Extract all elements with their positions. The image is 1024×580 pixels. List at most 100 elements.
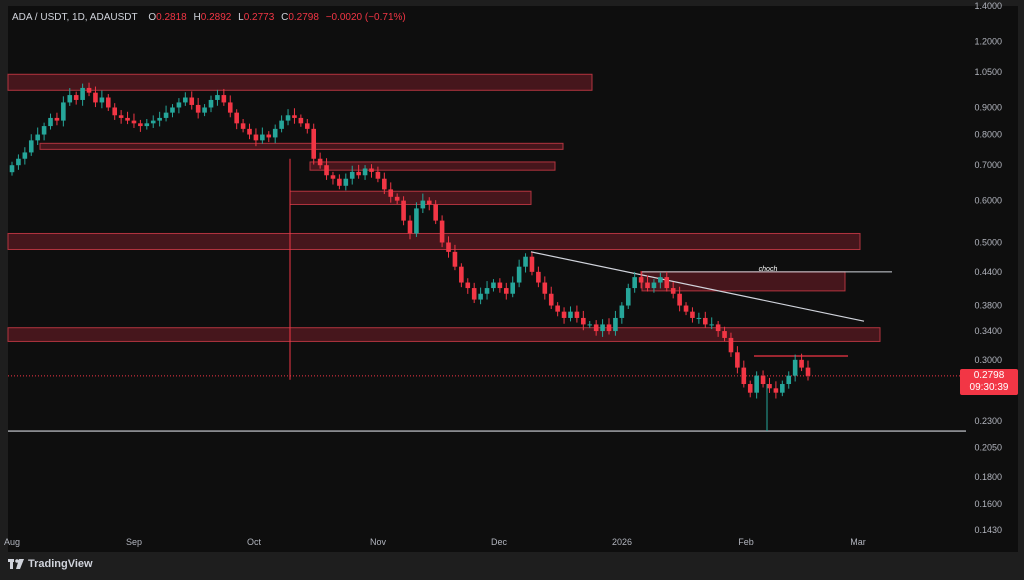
candle-body[interactable]: [799, 359, 804, 368]
candle-body[interactable]: [555, 305, 560, 312]
candle-body[interactable]: [163, 112, 169, 118]
candle-body[interactable]: [581, 317, 586, 325]
candle-body[interactable]: [568, 311, 573, 318]
candle-body[interactable]: [285, 115, 291, 121]
candle-body[interactable]: [99, 97, 105, 103]
supply-zone[interactable]: [289, 190, 532, 205]
candle-body[interactable]: [722, 331, 727, 338]
candle-body[interactable]: [144, 123, 150, 127]
candle-body[interactable]: [105, 97, 111, 108]
candle-body[interactable]: [112, 107, 118, 116]
candle-body[interactable]: [510, 282, 516, 294]
candle-body[interactable]: [414, 208, 419, 234]
candle-body[interactable]: [600, 324, 605, 332]
price-axis[interactable]: [966, 6, 1018, 530]
candle-body[interactable]: [227, 102, 233, 113]
candle-body[interactable]: [645, 282, 650, 289]
candle-body[interactable]: [48, 117, 53, 127]
candle-body[interactable]: [735, 352, 740, 368]
candle-body[interactable]: [497, 282, 503, 289]
candle-body[interactable]: [459, 266, 464, 283]
candle-body[interactable]: [401, 200, 406, 221]
candle-body[interactable]: [35, 134, 40, 141]
candle-body[interactable]: [189, 97, 195, 105]
candle-body[interactable]: [536, 271, 541, 283]
candle-body[interactable]: [93, 92, 98, 103]
candle-body[interactable]: [170, 107, 175, 113]
candle-body[interactable]: [382, 178, 387, 190]
candle-body[interactable]: [317, 158, 323, 166]
candle-body[interactable]: [792, 359, 798, 376]
candle-body[interactable]: [677, 293, 682, 306]
candle-body[interactable]: [638, 277, 644, 283]
candle-body[interactable]: [478, 293, 483, 300]
candle-body[interactable]: [632, 277, 637, 289]
candle-body[interactable]: [349, 171, 355, 179]
candle-body[interactable]: [805, 367, 811, 376]
candle-body[interactable]: [754, 375, 759, 393]
candle-body[interactable]: [272, 128, 278, 138]
candle-body[interactable]: [709, 324, 715, 326]
candle-body[interactable]: [54, 117, 60, 121]
candle-body[interactable]: [375, 171, 381, 179]
candle-body[interactable]: [9, 165, 15, 173]
candle-body[interactable]: [625, 288, 631, 306]
plot-area[interactable]: [8, 6, 966, 530]
candle-body[interactable]: [369, 168, 374, 172]
candle-body[interactable]: [195, 104, 201, 113]
candle-body[interactable]: [658, 277, 663, 283]
candle-body[interactable]: [780, 384, 785, 393]
candle-body[interactable]: [41, 126, 47, 135]
candle-body[interactable]: [523, 256, 528, 267]
candle-body[interactable]: [484, 288, 490, 294]
candle-body[interactable]: [773, 388, 779, 393]
candle-body[interactable]: [16, 158, 21, 166]
candle-body[interactable]: [221, 95, 227, 103]
candle-body[interactable]: [240, 123, 246, 129]
candle-body[interactable]: [330, 175, 336, 179]
candle-body[interactable]: [260, 134, 265, 141]
candle-body[interactable]: [202, 107, 207, 113]
candle-body[interactable]: [22, 152, 28, 159]
candle-body[interactable]: [292, 115, 297, 118]
candle-body[interactable]: [683, 305, 689, 312]
time-axis[interactable]: [8, 530, 1018, 552]
supply-zone[interactable]: [7, 73, 593, 91]
candle-body[interactable]: [253, 134, 259, 141]
supply-zone[interactable]: [309, 161, 556, 171]
candle-body[interactable]: [266, 134, 272, 138]
candle-body[interactable]: [548, 293, 554, 306]
candle-body[interactable]: [150, 120, 156, 124]
candle-body[interactable]: [324, 165, 329, 176]
descending-trendline[interactable]: [530, 251, 865, 322]
candle-body[interactable]: [125, 117, 130, 121]
candle-body[interactable]: [298, 117, 304, 124]
candle-body[interactable]: [247, 128, 252, 135]
candle-body[interactable]: [503, 288, 509, 294]
candle-body[interactable]: [176, 102, 182, 108]
candle-body[interactable]: [215, 95, 220, 100]
candle-body[interactable]: [138, 123, 143, 127]
candle-body[interactable]: [337, 178, 342, 186]
candle-body[interactable]: [767, 384, 772, 389]
candle-body[interactable]: [664, 277, 670, 289]
candle-body[interactable]: [131, 120, 137, 124]
candle-body[interactable]: [28, 140, 34, 153]
tradingview-watermark[interactable]: TradingView: [8, 558, 93, 570]
candle-body[interactable]: [183, 97, 188, 103]
candle-body[interactable]: [433, 204, 438, 221]
candle-body[interactable]: [516, 266, 522, 283]
supply-zone[interactable]: [7, 327, 881, 342]
candle-body[interactable]: [696, 317, 702, 319]
candle-body[interactable]: [574, 311, 580, 318]
candle-body[interactable]: [118, 115, 124, 118]
candle-body[interactable]: [208, 99, 214, 108]
candle-body[interactable]: [86, 87, 92, 93]
candle-body[interactable]: [465, 282, 471, 289]
candle-body[interactable]: [702, 317, 708, 325]
candle-body[interactable]: [587, 324, 593, 326]
candle-body[interactable]: [343, 178, 349, 186]
candle-body[interactable]: [760, 375, 766, 385]
